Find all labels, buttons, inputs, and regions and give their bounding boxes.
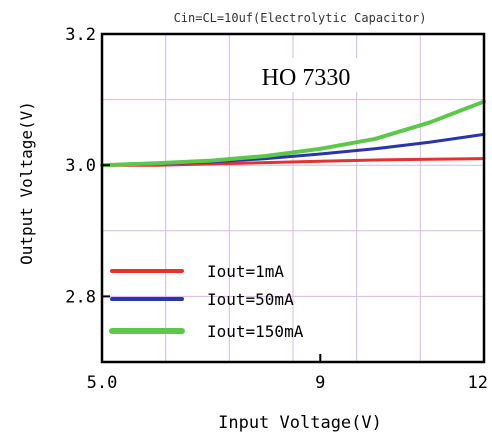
annotation-background: [245, 58, 365, 92]
series-group: [100, 99, 486, 168]
x-ticks: 5.0 9 12: [87, 354, 488, 393]
series-line-3: [100, 99, 486, 168]
chart-annotation: HO 7330: [262, 65, 351, 91]
y-tick-label: 3.2: [65, 25, 96, 45]
legend-label-3: Iout=150mA: [207, 322, 304, 341]
chart-title: Cin=CL=10uf(Electrolytic Capacitor): [174, 11, 427, 25]
x-tick-label: 5.0: [87, 373, 118, 393]
legend: Iout=1mA Iout=50mA Iout=150mA: [109, 262, 304, 341]
x-axis-label: Input Voltage(V): [218, 413, 382, 433]
y-tick-label: 2.8: [65, 287, 96, 307]
plot-frame: [100, 32, 486, 364]
y-ticks: 2.8 3.0 3.2: [65, 25, 110, 307]
y-axis-label: Output Voltage(V): [17, 101, 36, 265]
x-tick-label: 12: [468, 373, 488, 393]
legend-label-2: Iout=50mA: [207, 290, 294, 309]
x-tick-label: 9: [315, 373, 325, 393]
y-tick-label: 3.0: [65, 156, 96, 176]
legend-label-1: Iout=1mA: [207, 262, 284, 281]
